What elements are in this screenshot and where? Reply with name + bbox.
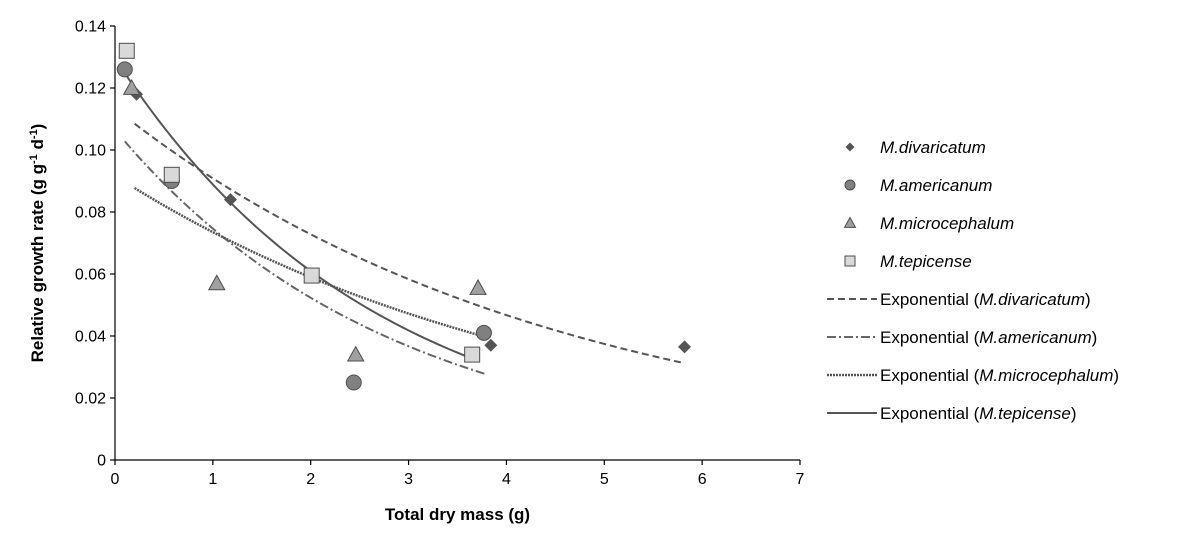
y-axis-title-sup2: -1	[28, 129, 40, 139]
legend-marker-m-tepicense	[844, 255, 856, 267]
x-ticks: 0 1 2 3 4 5 6 7	[111, 460, 805, 488]
trendline-m-americanum	[124, 140, 488, 376]
y-tick-label: 0.06	[75, 267, 106, 284]
y-axis-title-main: Relative growth rate (g g	[28, 164, 47, 362]
trendline-m-divaricatum	[133, 122, 685, 365]
legend: M.divaricatum M.americanum M.microcephalum…	[827, 138, 1119, 423]
y-tick-label: 0.04	[75, 329, 106, 346]
x-tick-label: 2	[306, 471, 315, 488]
legend-marker-m-divaricatum	[845, 142, 855, 152]
point-m-microcephalum	[469, 278, 487, 295]
axes	[114, 26, 800, 461]
point-m-microcephalum	[122, 78, 141, 95]
point-m-divaricatum	[223, 193, 237, 207]
x-tick-label: 1	[208, 471, 217, 488]
x-tick-label: 4	[502, 471, 511, 488]
trendlines	[123, 72, 685, 376]
point-m-tepicense	[163, 166, 180, 183]
point-m-microcephalum	[346, 345, 365, 362]
y-tick-label: 0.08	[75, 205, 106, 222]
data-points	[116, 42, 692, 391]
x-tick-label: 5	[600, 471, 609, 488]
legend-label-m-americanum: M.americanum	[880, 176, 992, 195]
legend-label-m-microcephalum: M.microcephalum	[880, 214, 1014, 233]
x-axis-title: Total dry mass (g)	[385, 505, 530, 524]
y-ticks: 0 0.02 0.04 0.06 0.08 0.10 0.12 0.14	[75, 19, 115, 470]
y-axis-title-end: )	[28, 124, 47, 130]
y-axis-title-sup1: -1	[28, 154, 40, 164]
x-tick-label: 0	[111, 471, 120, 488]
y-tick-label: 0.10	[75, 143, 106, 160]
point-m-tepicense	[464, 346, 481, 363]
y-tick-label: 0.14	[75, 19, 106, 36]
point-m-americanum	[345, 374, 362, 391]
legend-trend-label-m-americanum: Exponential (M.americanum)	[880, 328, 1097, 347]
legend-marker-m-microcephalum	[843, 216, 857, 228]
y-tick-label: 0	[97, 453, 106, 470]
point-m-divaricatum	[678, 340, 692, 354]
point-m-americanum	[116, 61, 133, 78]
legend-trend-label-m-microcephalum: Exponential (M.microcephalum)	[880, 366, 1119, 385]
legend-label-m-divaricatum: M.divaricatum	[880, 138, 986, 157]
x-tick-label: 3	[404, 471, 413, 488]
legend-marker-m-americanum	[844, 179, 856, 191]
point-m-tepicense	[303, 267, 320, 284]
y-tick-label: 0.12	[75, 81, 106, 98]
point-m-microcephalum	[207, 274, 226, 291]
y-axis-title-mid: d	[28, 139, 47, 154]
point-m-divaricatum	[484, 338, 498, 352]
y-tick-label: 0.02	[75, 391, 106, 408]
trendline-m-tepicense	[123, 72, 473, 360]
point-m-tepicense	[118, 42, 135, 59]
x-tick-label: 6	[698, 471, 707, 488]
legend-trend-label-m-tepicense: Exponential (M.tepicense)	[880, 404, 1077, 423]
x-tick-label: 7	[796, 471, 805, 488]
trendline-m-microcephalum	[133, 186, 478, 336]
point-m-americanum	[475, 324, 492, 341]
y-axis-title: Relative growth rate (g g-1 d-1)	[28, 124, 47, 363]
legend-trend-label-m-divaricatum: Exponential (M.divaricatum)	[880, 290, 1091, 309]
legend-label-m-tepicense: M.tepicense	[880, 252, 972, 271]
